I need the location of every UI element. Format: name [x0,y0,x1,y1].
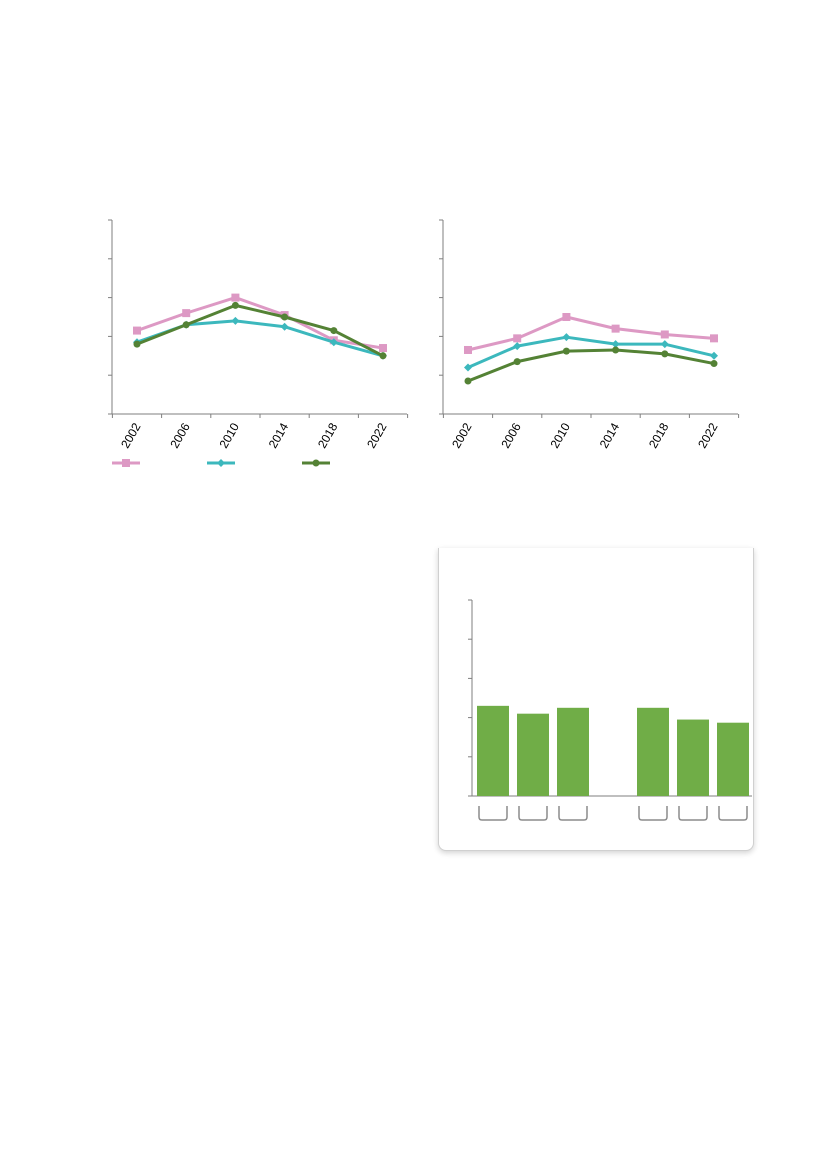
legend-series-1-marker [122,459,130,467]
right-chart-series-3-point-4 [612,346,620,354]
bar-group-1-bar-3 [557,707,589,796]
left-chart-series-2-point-4 [280,322,289,331]
right-chart-series-1-point-3 [562,313,571,321]
right-chart-series-3-point-1 [464,377,472,385]
right-chart-series-2-point-3 [562,333,571,342]
left-chart-series-1-point-6 [379,344,387,353]
bar-group-1-bar-1 [477,705,509,796]
right-chart-series-2-point-6 [710,351,718,360]
legend-series-2-marker [217,459,225,467]
right-chart-series-3-line [467,348,715,383]
right-chart-series-1-line [467,315,715,352]
left-chart-series-1-point-1 [133,326,141,335]
bar-group-2-label-box-1 [638,806,668,821]
right-chart-series-3-point-2 [513,358,521,366]
left-chart-series-3-point-2 [182,321,190,329]
right-chart-series-1-point-4 [611,324,620,333]
right-chart-series-1-point-1 [464,345,472,354]
legend-series-3-marker [312,459,320,467]
bar-group-1-label-box-3 [558,806,588,821]
right-chart-series-3-point-5 [661,350,669,358]
bar-group-2-label-box-2 [678,806,708,821]
bar-group-2-bar-2 [677,719,709,796]
left-chart-series-2-point-3 [231,316,240,325]
right-chart-series-1-point-6 [710,334,718,343]
right-chart-series-2-point-1 [464,363,472,372]
right-chart-series-1-point-5 [660,330,669,339]
right-chart-series-2-line [467,335,715,369]
left-chart-series-3-point-1 [133,340,141,348]
bar-group-2-label-box-3 [718,806,748,821]
left-chart-series-3-line [136,303,384,358]
right-chart-series-2-point-4 [611,340,620,349]
left-chart-series-1-line [136,296,384,350]
right-chart-series-3-point-6 [710,360,718,368]
right-chart-series-2-point-2 [513,342,522,351]
right-chart-series-3-point-3 [562,347,570,355]
left-chart-series-1-point-2 [182,309,191,318]
left-chart-series-2-point-5 [329,338,338,347]
bar-group-2-bar-3 [717,722,749,796]
bar-group-1-label-box-1 [478,806,508,821]
bar-chart-panel [438,548,754,851]
left-chart-series-3-point-3 [231,301,239,309]
bar-group-1-label-box-2 [518,806,548,821]
bar-group-2-bar-1 [637,707,669,796]
left-chart-series-3-point-5 [330,327,338,335]
left-chart-series-3-point-6 [379,352,387,360]
left-chart-series-1-point-3 [231,293,240,302]
right-chart-series-2-point-5 [660,340,669,349]
bar-group-1-bar-2 [517,713,549,796]
left-chart-series-3-point-4 [281,313,289,321]
right-chart-series-1-point-2 [513,334,522,343]
